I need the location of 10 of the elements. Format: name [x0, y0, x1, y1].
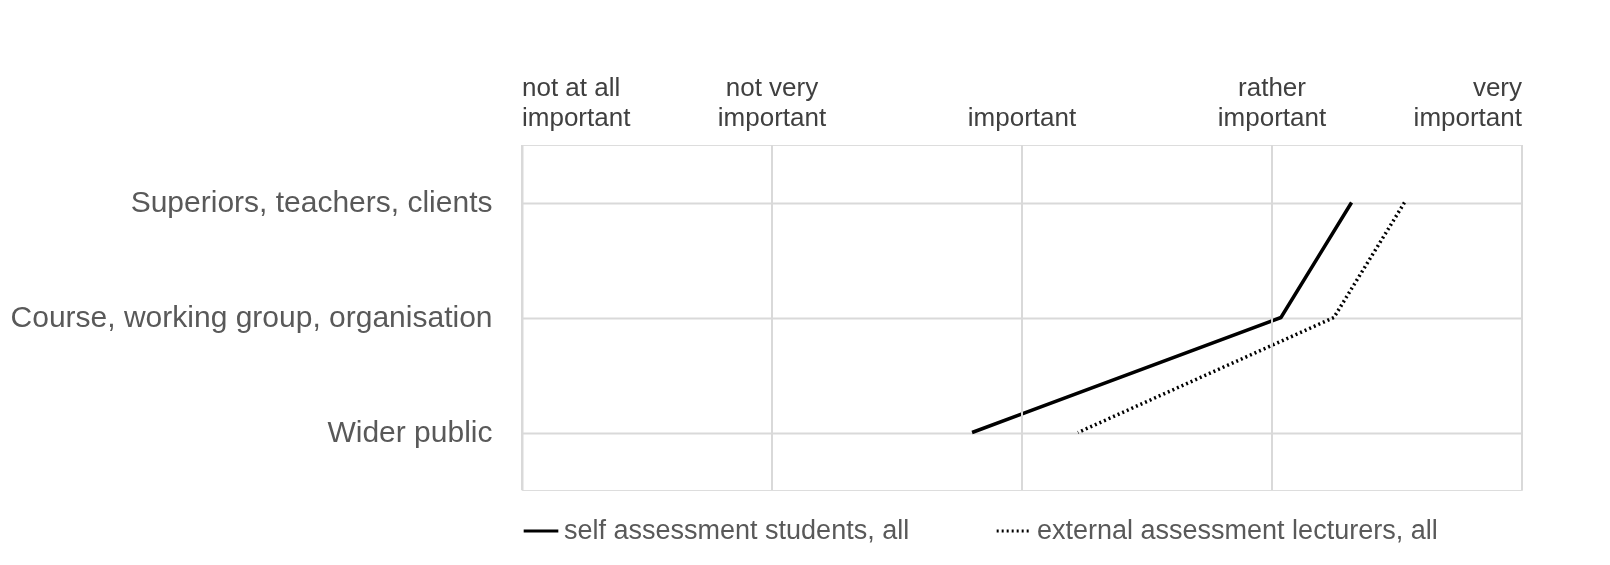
y-tick-label: Course, working group, organisation: [10, 300, 493, 333]
text: not at all important: [522, 72, 632, 132]
y-tick-label: Superiors, teachers, clients: [130, 185, 493, 218]
text: not very important: [717, 72, 827, 132]
text: rather important: [1217, 72, 1327, 132]
text: important: [967, 102, 1077, 132]
legend-label: self assessment students, all: [564, 515, 910, 545]
legend-label: external assessment lecturers, all: [1037, 515, 1438, 545]
text: very important: [1413, 72, 1523, 132]
y-tick-label: Wider public: [327, 415, 493, 448]
